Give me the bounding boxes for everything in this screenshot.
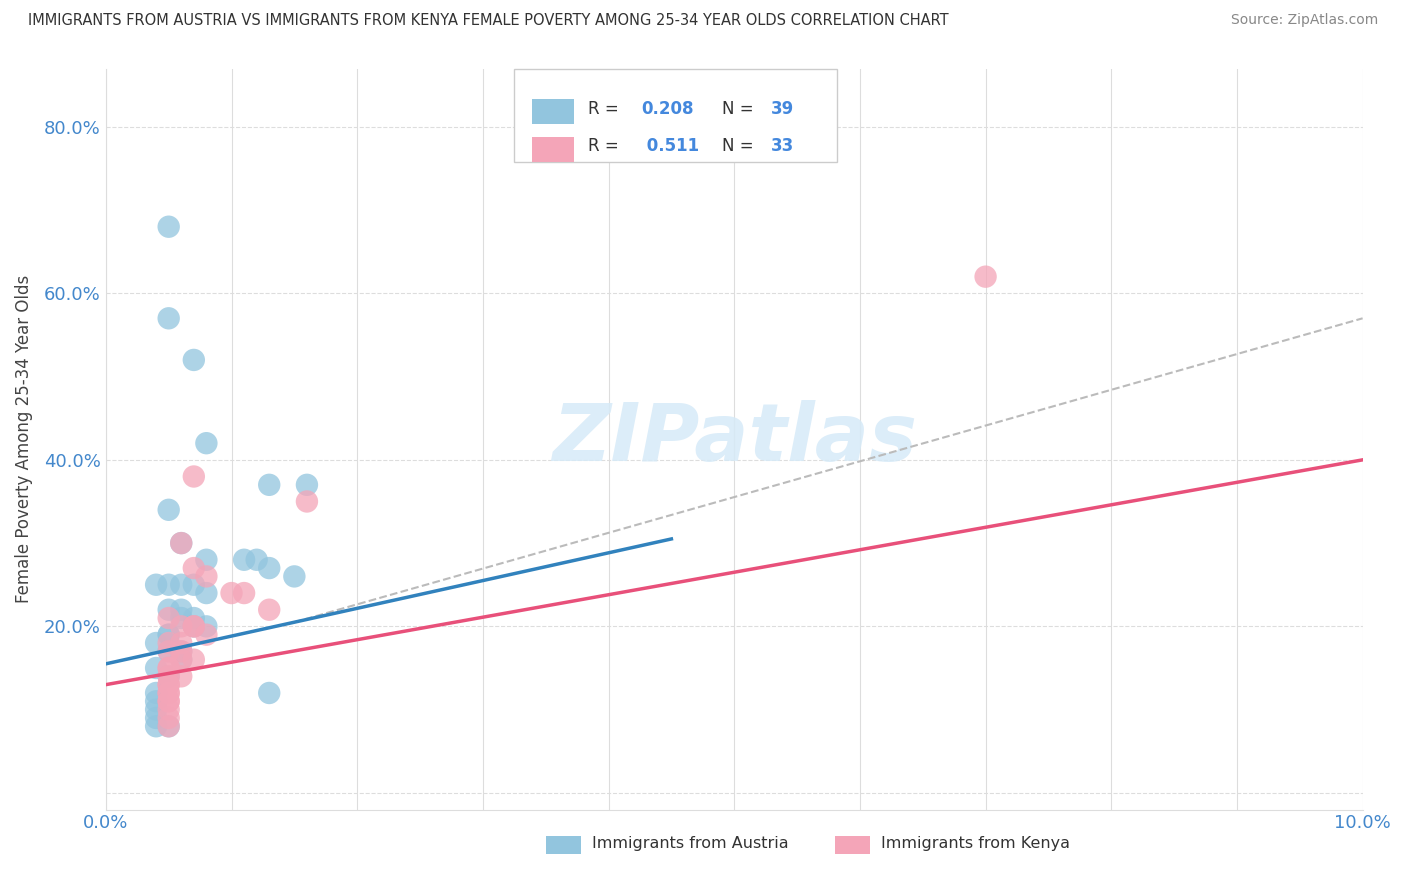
Point	[183, 619, 205, 633]
Point	[246, 553, 269, 567]
Point	[170, 578, 193, 592]
Point	[257, 478, 280, 492]
Text: 39: 39	[770, 100, 794, 118]
Point	[157, 644, 180, 658]
Text: N =: N =	[721, 137, 754, 155]
Point	[157, 603, 180, 617]
Text: Source: ZipAtlas.com: Source: ZipAtlas.com	[1230, 13, 1378, 28]
Point	[183, 619, 205, 633]
Text: Immigrants from Kenya: Immigrants from Kenya	[882, 837, 1070, 851]
Point	[145, 711, 167, 725]
Point	[295, 478, 318, 492]
Point	[157, 311, 180, 326]
Point	[157, 503, 180, 517]
Point	[170, 644, 193, 658]
Point	[157, 611, 180, 625]
Text: ZIPatlas: ZIPatlas	[551, 400, 917, 478]
Point	[157, 628, 180, 642]
Point	[157, 669, 180, 683]
Point	[157, 644, 180, 658]
Point	[195, 553, 218, 567]
Point	[157, 711, 180, 725]
Point	[170, 611, 193, 625]
Point	[195, 619, 218, 633]
Point	[145, 661, 167, 675]
Point	[257, 603, 280, 617]
Point	[145, 578, 167, 592]
Point	[195, 586, 218, 600]
Y-axis label: Female Poverty Among 25-34 Year Olds: Female Poverty Among 25-34 Year Olds	[15, 275, 32, 603]
Point	[170, 536, 193, 550]
Point	[974, 269, 997, 284]
Point	[233, 553, 256, 567]
Point	[183, 619, 205, 633]
Point	[233, 586, 256, 600]
Point	[157, 686, 180, 700]
Point	[183, 469, 205, 483]
Point	[257, 561, 280, 575]
Point	[145, 686, 167, 700]
Point	[257, 686, 280, 700]
Point	[170, 644, 193, 658]
Point	[157, 703, 180, 717]
Point	[157, 678, 180, 692]
Text: 0.511: 0.511	[641, 137, 700, 155]
Point	[295, 494, 318, 508]
Point	[170, 653, 193, 667]
Point	[157, 628, 180, 642]
Point	[183, 653, 205, 667]
Point	[183, 561, 205, 575]
Point	[170, 653, 193, 667]
Point	[195, 436, 218, 450]
Point	[221, 586, 243, 600]
Point	[157, 219, 180, 234]
Point	[183, 353, 205, 368]
Point	[157, 719, 180, 733]
Point	[157, 636, 180, 650]
Point	[170, 669, 193, 683]
Point	[195, 628, 218, 642]
Point	[183, 578, 205, 592]
Point	[195, 569, 218, 583]
Point	[145, 694, 167, 708]
Text: N =: N =	[721, 100, 754, 118]
Point	[157, 661, 180, 675]
Point	[283, 569, 305, 583]
Point	[145, 636, 167, 650]
Point	[170, 619, 193, 633]
Point	[145, 703, 167, 717]
Point	[157, 694, 180, 708]
Point	[145, 719, 167, 733]
Point	[157, 578, 180, 592]
Point	[157, 694, 180, 708]
Text: 0.208: 0.208	[641, 100, 695, 118]
Point	[157, 686, 180, 700]
Point	[170, 603, 193, 617]
Text: R =: R =	[588, 100, 619, 118]
Point	[183, 611, 205, 625]
Point	[157, 669, 180, 683]
Text: 33: 33	[770, 137, 794, 155]
Point	[170, 636, 193, 650]
Point	[157, 661, 180, 675]
Text: Immigrants from Austria: Immigrants from Austria	[592, 837, 789, 851]
Point	[157, 678, 180, 692]
Text: IMMIGRANTS FROM AUSTRIA VS IMMIGRANTS FROM KENYA FEMALE POVERTY AMONG 25-34 YEAR: IMMIGRANTS FROM AUSTRIA VS IMMIGRANTS FR…	[28, 13, 949, 29]
Point	[170, 536, 193, 550]
Point	[157, 719, 180, 733]
Text: R =: R =	[588, 137, 619, 155]
